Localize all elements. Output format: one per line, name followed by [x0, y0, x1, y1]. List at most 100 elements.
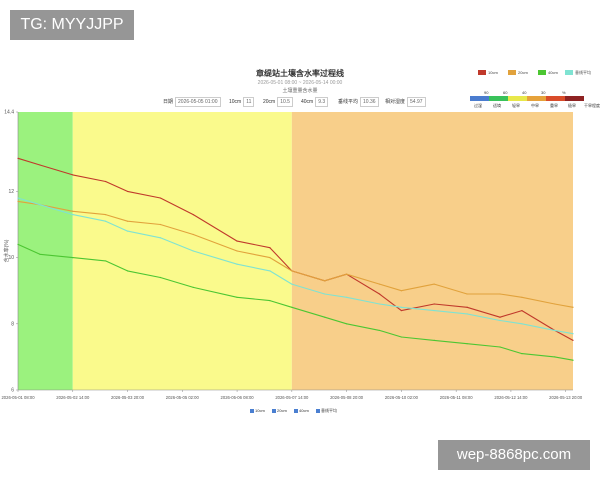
series-line-3: [17, 197, 574, 335]
dry-label: 轻旱: [512, 103, 520, 108]
data-point: [499, 319, 501, 322]
legend-item-20cm[interactable]: 20cm: [508, 70, 528, 76]
y-tick-label: 12: [8, 189, 14, 195]
data-point: [499, 346, 501, 348]
y-tick-label: 8: [11, 321, 14, 327]
data-point: [39, 204, 41, 206]
legend-item-average[interactable]: 垂线平均: [565, 70, 591, 76]
param-40cm-value[interactable]: 9.3: [315, 97, 329, 107]
dry-tick: 60: [503, 90, 508, 95]
data-point: [105, 220, 107, 222]
param-10cm: 10cm 11: [229, 97, 255, 107]
param-40cm-label: 40cm: [301, 99, 314, 105]
data-point: [269, 247, 271, 249]
moisture-band: [18, 112, 73, 390]
param-10cm-label: 10cm: [229, 99, 242, 105]
x-tick-label: 2026-05-08 20:00: [330, 395, 364, 400]
bottom-legend-label: 10cm: [255, 408, 265, 413]
chart-subtitle: 2026-05-01 08:00 ~ 2026-05-14 00:00: [257, 80, 343, 86]
dry-segment: [565, 96, 584, 101]
legend-swatch-40cm: [538, 70, 546, 76]
dry-segment: [546, 96, 565, 101]
data-point: [236, 240, 238, 242]
bottom-legend-20cm[interactable]: 20cm: [272, 408, 287, 413]
data-point: [346, 296, 348, 298]
data-point: [39, 253, 41, 255]
data-point: [572, 359, 574, 361]
watermark-top: TG: MYYJJPP: [10, 10, 134, 40]
data-point: [72, 213, 74, 216]
param-20cm-value[interactable]: 10.5: [277, 97, 293, 107]
param-humidity: 相对湿度 54.97: [385, 97, 426, 107]
x-tick-label: 2026-05-12 14:00: [494, 395, 528, 400]
chart-title: 章缇站土壤含水率过程线: [256, 69, 344, 78]
bottom-legend-label: 20cm: [277, 408, 287, 413]
data-point: [291, 306, 293, 308]
data-point: [269, 300, 271, 302]
dry-label: 干旱程度: [584, 103, 600, 108]
data-point: [466, 306, 468, 308]
data-point: [126, 230, 129, 232]
legend-label-10cm: 10cm: [488, 70, 498, 75]
data-point: [378, 283, 381, 285]
data-point: [433, 339, 435, 341]
data-point: [324, 316, 326, 318]
param-humidity-value[interactable]: 54.97: [407, 97, 426, 107]
dry-label: 极旱: [568, 103, 576, 108]
dry-label: 重旱: [550, 103, 558, 108]
bottom-legend-10cm[interactable]: 10cm: [250, 408, 265, 413]
x-tick-label: 2026-05-13 20:00: [549, 395, 583, 400]
data-point: [521, 323, 523, 325]
param-average-value[interactable]: 10.36: [360, 97, 379, 107]
bottom-legend-average[interactable]: 垂线平均: [316, 408, 337, 414]
data-point: [72, 257, 74, 259]
moisture-band: [291, 112, 573, 390]
legend-swatch-20cm: [508, 70, 516, 76]
data-point: [159, 197, 162, 199]
x-tick-label: 2026-05-11 08:00: [440, 395, 473, 400]
legend-item-40cm[interactable]: 40cm: [538, 70, 558, 76]
data-point: [72, 174, 74, 176]
data-point: [126, 270, 129, 272]
data-point: [499, 316, 501, 318]
y-tick-label: 10: [8, 255, 14, 261]
bottom-legend-40cm[interactable]: 40cm: [294, 408, 309, 413]
data-point: [126, 190, 129, 193]
y-tick-label: 6: [11, 388, 14, 394]
data-point: [39, 164, 41, 166]
data-point: [236, 296, 238, 298]
dry-segment: [527, 96, 546, 101]
chart-subtitle-secondary: 土壤重量含水量: [282, 88, 318, 94]
param-average: 垂线平均 10.36: [338, 97, 379, 107]
data-point: [236, 250, 238, 252]
data-point: [159, 237, 162, 239]
data-point: [572, 333, 574, 335]
dry-tick: 40: [522, 90, 527, 95]
data-point: [400, 336, 402, 338]
data-point: [192, 213, 194, 216]
legend-swatch-average: [565, 70, 573, 76]
param-10cm-value[interactable]: 11: [243, 97, 255, 107]
data-point: [324, 280, 326, 282]
dry-segment: [508, 96, 527, 101]
dry-label: 过湿: [474, 103, 482, 108]
data-point: [159, 223, 162, 226]
legend-item-10cm[interactable]: 10cm: [478, 70, 498, 76]
data-point: [466, 343, 468, 345]
dry-label: 适墒: [493, 103, 501, 108]
data-point: [554, 356, 556, 358]
data-point: [269, 257, 271, 259]
param-date-value[interactable]: 2026-05-05 01:00: [175, 97, 221, 107]
param-humidity-label: 相对湿度: [385, 99, 406, 105]
data-point: [192, 233, 194, 236]
data-point: [400, 290, 402, 292]
y-axis-label: 含水率(%): [3, 239, 10, 262]
data-point: [572, 339, 574, 341]
data-point: [521, 296, 523, 298]
x-tick-label: 2026-05-05 02:00: [166, 395, 200, 400]
dry-tick: 90: [484, 90, 489, 95]
data-point: [105, 260, 107, 262]
x-tick-label: 2026-05-10 02:00: [385, 395, 419, 400]
legend-label-40cm: 40cm: [548, 70, 558, 75]
x-tick-label: 2026-05-03 20:00: [111, 395, 145, 400]
